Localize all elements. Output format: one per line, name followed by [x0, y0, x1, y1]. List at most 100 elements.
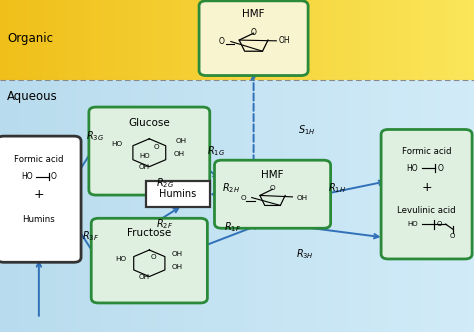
- FancyArrowPatch shape: [205, 166, 218, 178]
- Bar: [412, 80, 417, 332]
- Bar: [294, 80, 299, 332]
- Text: O: O: [437, 221, 442, 227]
- Bar: [412, 0, 417, 80]
- Bar: [81, 0, 85, 80]
- Text: O: O: [270, 185, 275, 191]
- Bar: [194, 0, 199, 80]
- Bar: [43, 80, 47, 332]
- Bar: [171, 80, 175, 332]
- Bar: [313, 0, 318, 80]
- Bar: [299, 0, 303, 80]
- Bar: [294, 0, 299, 80]
- Text: OH: OH: [174, 151, 185, 157]
- Bar: [237, 80, 242, 332]
- Bar: [14, 0, 19, 80]
- Bar: [95, 80, 100, 332]
- FancyArrowPatch shape: [212, 192, 219, 197]
- Text: O: O: [154, 144, 159, 150]
- Bar: [28, 0, 33, 80]
- Text: Levulinic acid: Levulinic acid: [397, 206, 456, 215]
- Text: $R_{2H}$: $R_{2H}$: [222, 182, 240, 196]
- Text: HMF: HMF: [261, 170, 284, 180]
- Text: +: +: [34, 188, 44, 201]
- Bar: [408, 80, 412, 332]
- Bar: [261, 0, 265, 80]
- Bar: [57, 80, 62, 332]
- Text: $R_{1H}$: $R_{1H}$: [328, 182, 346, 196]
- Bar: [142, 80, 147, 332]
- Bar: [190, 0, 194, 80]
- Bar: [318, 80, 322, 332]
- Bar: [318, 0, 322, 80]
- Bar: [161, 0, 166, 80]
- Bar: [422, 0, 427, 80]
- FancyBboxPatch shape: [146, 181, 210, 207]
- Bar: [209, 0, 213, 80]
- Bar: [137, 0, 142, 80]
- Bar: [52, 0, 57, 80]
- Bar: [47, 0, 52, 80]
- Bar: [14, 80, 19, 332]
- Bar: [251, 80, 256, 332]
- Bar: [123, 0, 128, 80]
- Text: OH: OH: [176, 138, 187, 144]
- Bar: [166, 0, 171, 80]
- Text: OH: OH: [279, 36, 290, 45]
- Bar: [379, 0, 384, 80]
- Bar: [19, 80, 24, 332]
- Bar: [370, 0, 374, 80]
- Text: O: O: [251, 28, 256, 37]
- Bar: [237, 0, 242, 80]
- Bar: [393, 0, 398, 80]
- Text: O: O: [450, 233, 456, 239]
- Bar: [431, 80, 436, 332]
- Bar: [431, 0, 436, 80]
- Bar: [265, 80, 270, 332]
- Bar: [341, 0, 346, 80]
- Bar: [303, 0, 308, 80]
- Bar: [90, 0, 95, 80]
- Text: $R_{1G}$: $R_{1G}$: [207, 144, 225, 158]
- Bar: [66, 0, 71, 80]
- Bar: [450, 0, 455, 80]
- Bar: [441, 80, 446, 332]
- Bar: [465, 0, 469, 80]
- FancyBboxPatch shape: [0, 136, 81, 262]
- Bar: [465, 80, 469, 332]
- Bar: [374, 0, 379, 80]
- Bar: [166, 80, 171, 332]
- Bar: [71, 0, 76, 80]
- Text: Humins: Humins: [159, 189, 196, 199]
- Bar: [57, 0, 62, 80]
- Bar: [109, 80, 114, 332]
- Text: HO: HO: [139, 153, 150, 159]
- Bar: [232, 0, 237, 80]
- Bar: [204, 80, 209, 332]
- Bar: [104, 80, 109, 332]
- Bar: [299, 80, 303, 332]
- Bar: [408, 0, 412, 80]
- Bar: [5, 80, 9, 332]
- FancyBboxPatch shape: [214, 160, 331, 228]
- Bar: [384, 0, 389, 80]
- Bar: [109, 0, 114, 80]
- Text: $R_{3F}$: $R_{3F}$: [82, 229, 99, 243]
- Bar: [261, 80, 265, 332]
- Bar: [356, 80, 360, 332]
- Text: $R_{2G}$: $R_{2G}$: [156, 176, 174, 190]
- Bar: [450, 80, 455, 332]
- Text: $R_{1F}$: $R_{1F}$: [224, 220, 241, 234]
- FancyArrowPatch shape: [36, 262, 41, 316]
- Text: Formic acid: Formic acid: [402, 146, 451, 156]
- Text: $R_{3G}$: $R_{3G}$: [86, 129, 104, 143]
- Bar: [403, 80, 408, 332]
- Bar: [218, 80, 223, 332]
- Bar: [43, 0, 47, 80]
- Bar: [147, 0, 152, 80]
- Bar: [280, 0, 284, 80]
- Bar: [204, 0, 209, 80]
- Bar: [379, 80, 384, 332]
- Bar: [417, 0, 422, 80]
- Bar: [393, 80, 398, 332]
- Bar: [265, 0, 270, 80]
